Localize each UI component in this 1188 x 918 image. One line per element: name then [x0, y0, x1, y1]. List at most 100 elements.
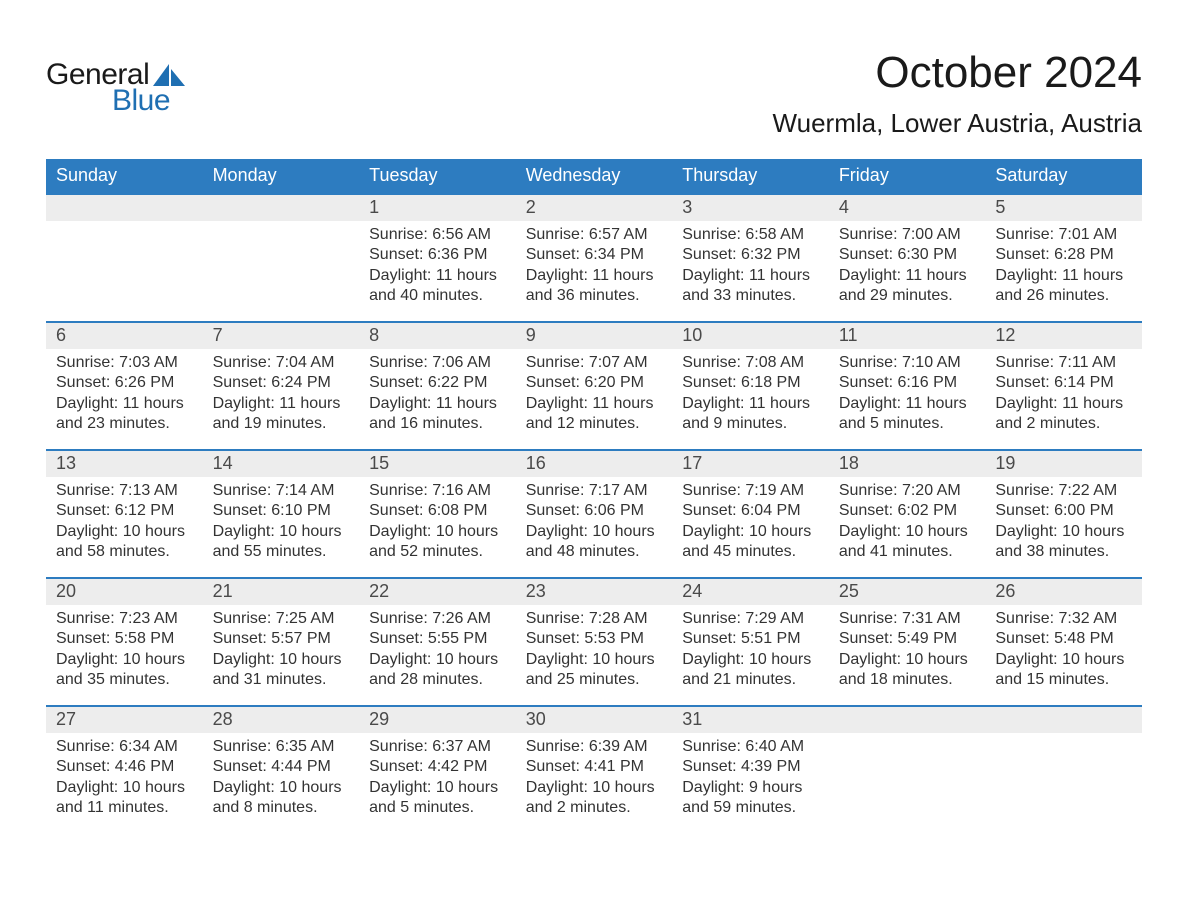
day-number: 30 [516, 707, 673, 733]
calendar-cell [46, 193, 203, 321]
day-data: Sunrise: 7:32 AMSunset: 5:48 PMDaylight:… [985, 605, 1142, 691]
calendar-cell: 10Sunrise: 7:08 AMSunset: 6:18 PMDayligh… [672, 321, 829, 449]
day-number: 20 [46, 579, 203, 605]
calendar-cell: 13Sunrise: 7:13 AMSunset: 6:12 PMDayligh… [46, 449, 203, 577]
calendar-cell: 17Sunrise: 7:19 AMSunset: 6:04 PMDayligh… [672, 449, 829, 577]
calendar-cell: 20Sunrise: 7:23 AMSunset: 5:58 PMDayligh… [46, 577, 203, 705]
calendar-cell: 25Sunrise: 7:31 AMSunset: 5:49 PMDayligh… [829, 577, 986, 705]
calendar-table: SundayMondayTuesdayWednesdayThursdayFrid… [46, 159, 1142, 833]
day-number: 3 [672, 195, 829, 221]
logo: General Blue [46, 58, 185, 118]
day-data: Sunrise: 7:20 AMSunset: 6:02 PMDaylight:… [829, 477, 986, 563]
calendar-week: 13Sunrise: 7:13 AMSunset: 6:12 PMDayligh… [46, 449, 1142, 577]
calendar-cell: 28Sunrise: 6:35 AMSunset: 4:44 PMDayligh… [203, 705, 360, 833]
calendar-cell: 14Sunrise: 7:14 AMSunset: 6:10 PMDayligh… [203, 449, 360, 577]
calendar-cell: 11Sunrise: 7:10 AMSunset: 6:16 PMDayligh… [829, 321, 986, 449]
day-number: 22 [359, 579, 516, 605]
day-number: 24 [672, 579, 829, 605]
day-number: 19 [985, 451, 1142, 477]
day-data: Sunrise: 7:23 AMSunset: 5:58 PMDaylight:… [46, 605, 203, 691]
day-data: Sunrise: 6:39 AMSunset: 4:41 PMDaylight:… [516, 733, 673, 819]
calendar-cell: 27Sunrise: 6:34 AMSunset: 4:46 PMDayligh… [46, 705, 203, 833]
calendar-cell: 31Sunrise: 6:40 AMSunset: 4:39 PMDayligh… [672, 705, 829, 833]
calendar-cell: 8Sunrise: 7:06 AMSunset: 6:22 PMDaylight… [359, 321, 516, 449]
day-data: Sunrise: 6:58 AMSunset: 6:32 PMDaylight:… [672, 221, 829, 307]
day-number: 13 [46, 451, 203, 477]
day-number: 21 [203, 579, 360, 605]
day-data: Sunrise: 7:04 AMSunset: 6:24 PMDaylight:… [203, 349, 360, 435]
calendar-cell: 18Sunrise: 7:20 AMSunset: 6:02 PMDayligh… [829, 449, 986, 577]
day-data: Sunrise: 7:00 AMSunset: 6:30 PMDaylight:… [829, 221, 986, 307]
day-data: Sunrise: 6:56 AMSunset: 6:36 PMDaylight:… [359, 221, 516, 307]
day-number: 1 [359, 195, 516, 221]
day-number: 4 [829, 195, 986, 221]
calendar-cell: 21Sunrise: 7:25 AMSunset: 5:57 PMDayligh… [203, 577, 360, 705]
day-data: Sunrise: 6:40 AMSunset: 4:39 PMDaylight:… [672, 733, 829, 819]
day-data: Sunrise: 7:06 AMSunset: 6:22 PMDaylight:… [359, 349, 516, 435]
calendar-cell: 29Sunrise: 6:37 AMSunset: 4:42 PMDayligh… [359, 705, 516, 833]
day-header: Thursday [672, 159, 829, 193]
day-number: 14 [203, 451, 360, 477]
calendar-cell: 30Sunrise: 6:39 AMSunset: 4:41 PMDayligh… [516, 705, 673, 833]
day-number: 23 [516, 579, 673, 605]
day-data: Sunrise: 7:16 AMSunset: 6:08 PMDaylight:… [359, 477, 516, 563]
calendar-cell [985, 705, 1142, 833]
day-header: Wednesday [516, 159, 673, 193]
day-data: Sunrise: 7:31 AMSunset: 5:49 PMDaylight:… [829, 605, 986, 691]
day-data: Sunrise: 7:03 AMSunset: 6:26 PMDaylight:… [46, 349, 203, 435]
calendar-cell: 4Sunrise: 7:00 AMSunset: 6:30 PMDaylight… [829, 193, 986, 321]
header: General Blue October 2024 Wuermla, Lower… [46, 30, 1142, 151]
day-of-week-row: SundayMondayTuesdayWednesdayThursdayFrid… [46, 159, 1142, 193]
calendar-cell: 12Sunrise: 7:11 AMSunset: 6:14 PMDayligh… [985, 321, 1142, 449]
day-data: Sunrise: 6:57 AMSunset: 6:34 PMDaylight:… [516, 221, 673, 307]
day-header: Tuesday [359, 159, 516, 193]
day-data: Sunrise: 7:13 AMSunset: 6:12 PMDaylight:… [46, 477, 203, 563]
day-data: Sunrise: 7:29 AMSunset: 5:51 PMDaylight:… [672, 605, 829, 691]
day-data: Sunrise: 7:11 AMSunset: 6:14 PMDaylight:… [985, 349, 1142, 435]
day-number: 6 [46, 323, 203, 349]
logo-sail-icon [153, 64, 185, 86]
calendar-cell: 2Sunrise: 6:57 AMSunset: 6:34 PMDaylight… [516, 193, 673, 321]
calendar-cell: 16Sunrise: 7:17 AMSunset: 6:06 PMDayligh… [516, 449, 673, 577]
calendar-week: 27Sunrise: 6:34 AMSunset: 4:46 PMDayligh… [46, 705, 1142, 833]
calendar-cell: 9Sunrise: 7:07 AMSunset: 6:20 PMDaylight… [516, 321, 673, 449]
calendar-week: 20Sunrise: 7:23 AMSunset: 5:58 PMDayligh… [46, 577, 1142, 705]
calendar-cell: 19Sunrise: 7:22 AMSunset: 6:00 PMDayligh… [985, 449, 1142, 577]
calendar-cell: 23Sunrise: 7:28 AMSunset: 5:53 PMDayligh… [516, 577, 673, 705]
day-data: Sunrise: 7:28 AMSunset: 5:53 PMDaylight:… [516, 605, 673, 691]
day-data: Sunrise: 7:25 AMSunset: 5:57 PMDaylight:… [203, 605, 360, 691]
calendar-cell: 1Sunrise: 6:56 AMSunset: 6:36 PMDaylight… [359, 193, 516, 321]
day-header: Sunday [46, 159, 203, 193]
calendar-week: 1Sunrise: 6:56 AMSunset: 6:36 PMDaylight… [46, 193, 1142, 321]
day-number: 31 [672, 707, 829, 733]
day-number: 15 [359, 451, 516, 477]
month-title: October 2024 [773, 48, 1142, 98]
day-data: Sunrise: 7:22 AMSunset: 6:00 PMDaylight:… [985, 477, 1142, 563]
day-data: Sunrise: 6:34 AMSunset: 4:46 PMDaylight:… [46, 733, 203, 819]
day-number: 11 [829, 323, 986, 349]
day-number: 27 [46, 707, 203, 733]
calendar-cell [203, 193, 360, 321]
day-data: Sunrise: 6:37 AMSunset: 4:42 PMDaylight:… [359, 733, 516, 819]
day-number: 9 [516, 323, 673, 349]
title-block: October 2024 Wuermla, Lower Austria, Aus… [773, 30, 1142, 151]
calendar-cell: 5Sunrise: 7:01 AMSunset: 6:28 PMDaylight… [985, 193, 1142, 321]
day-data: Sunrise: 7:17 AMSunset: 6:06 PMDaylight:… [516, 477, 673, 563]
day-number: 5 [985, 195, 1142, 221]
day-number: 8 [359, 323, 516, 349]
day-data: Sunrise: 7:19 AMSunset: 6:04 PMDaylight:… [672, 477, 829, 563]
day-number: 2 [516, 195, 673, 221]
day-number: 17 [672, 451, 829, 477]
day-number: 12 [985, 323, 1142, 349]
day-header: Monday [203, 159, 360, 193]
day-number: 26 [985, 579, 1142, 605]
calendar-cell: 24Sunrise: 7:29 AMSunset: 5:51 PMDayligh… [672, 577, 829, 705]
day-header: Friday [829, 159, 986, 193]
calendar-cell: 7Sunrise: 7:04 AMSunset: 6:24 PMDaylight… [203, 321, 360, 449]
day-number: 29 [359, 707, 516, 733]
calendar-cell: 3Sunrise: 6:58 AMSunset: 6:32 PMDaylight… [672, 193, 829, 321]
day-header: Saturday [985, 159, 1142, 193]
calendar-cell: 6Sunrise: 7:03 AMSunset: 6:26 PMDaylight… [46, 321, 203, 449]
day-data: Sunrise: 6:35 AMSunset: 4:44 PMDaylight:… [203, 733, 360, 819]
calendar-cell: 15Sunrise: 7:16 AMSunset: 6:08 PMDayligh… [359, 449, 516, 577]
